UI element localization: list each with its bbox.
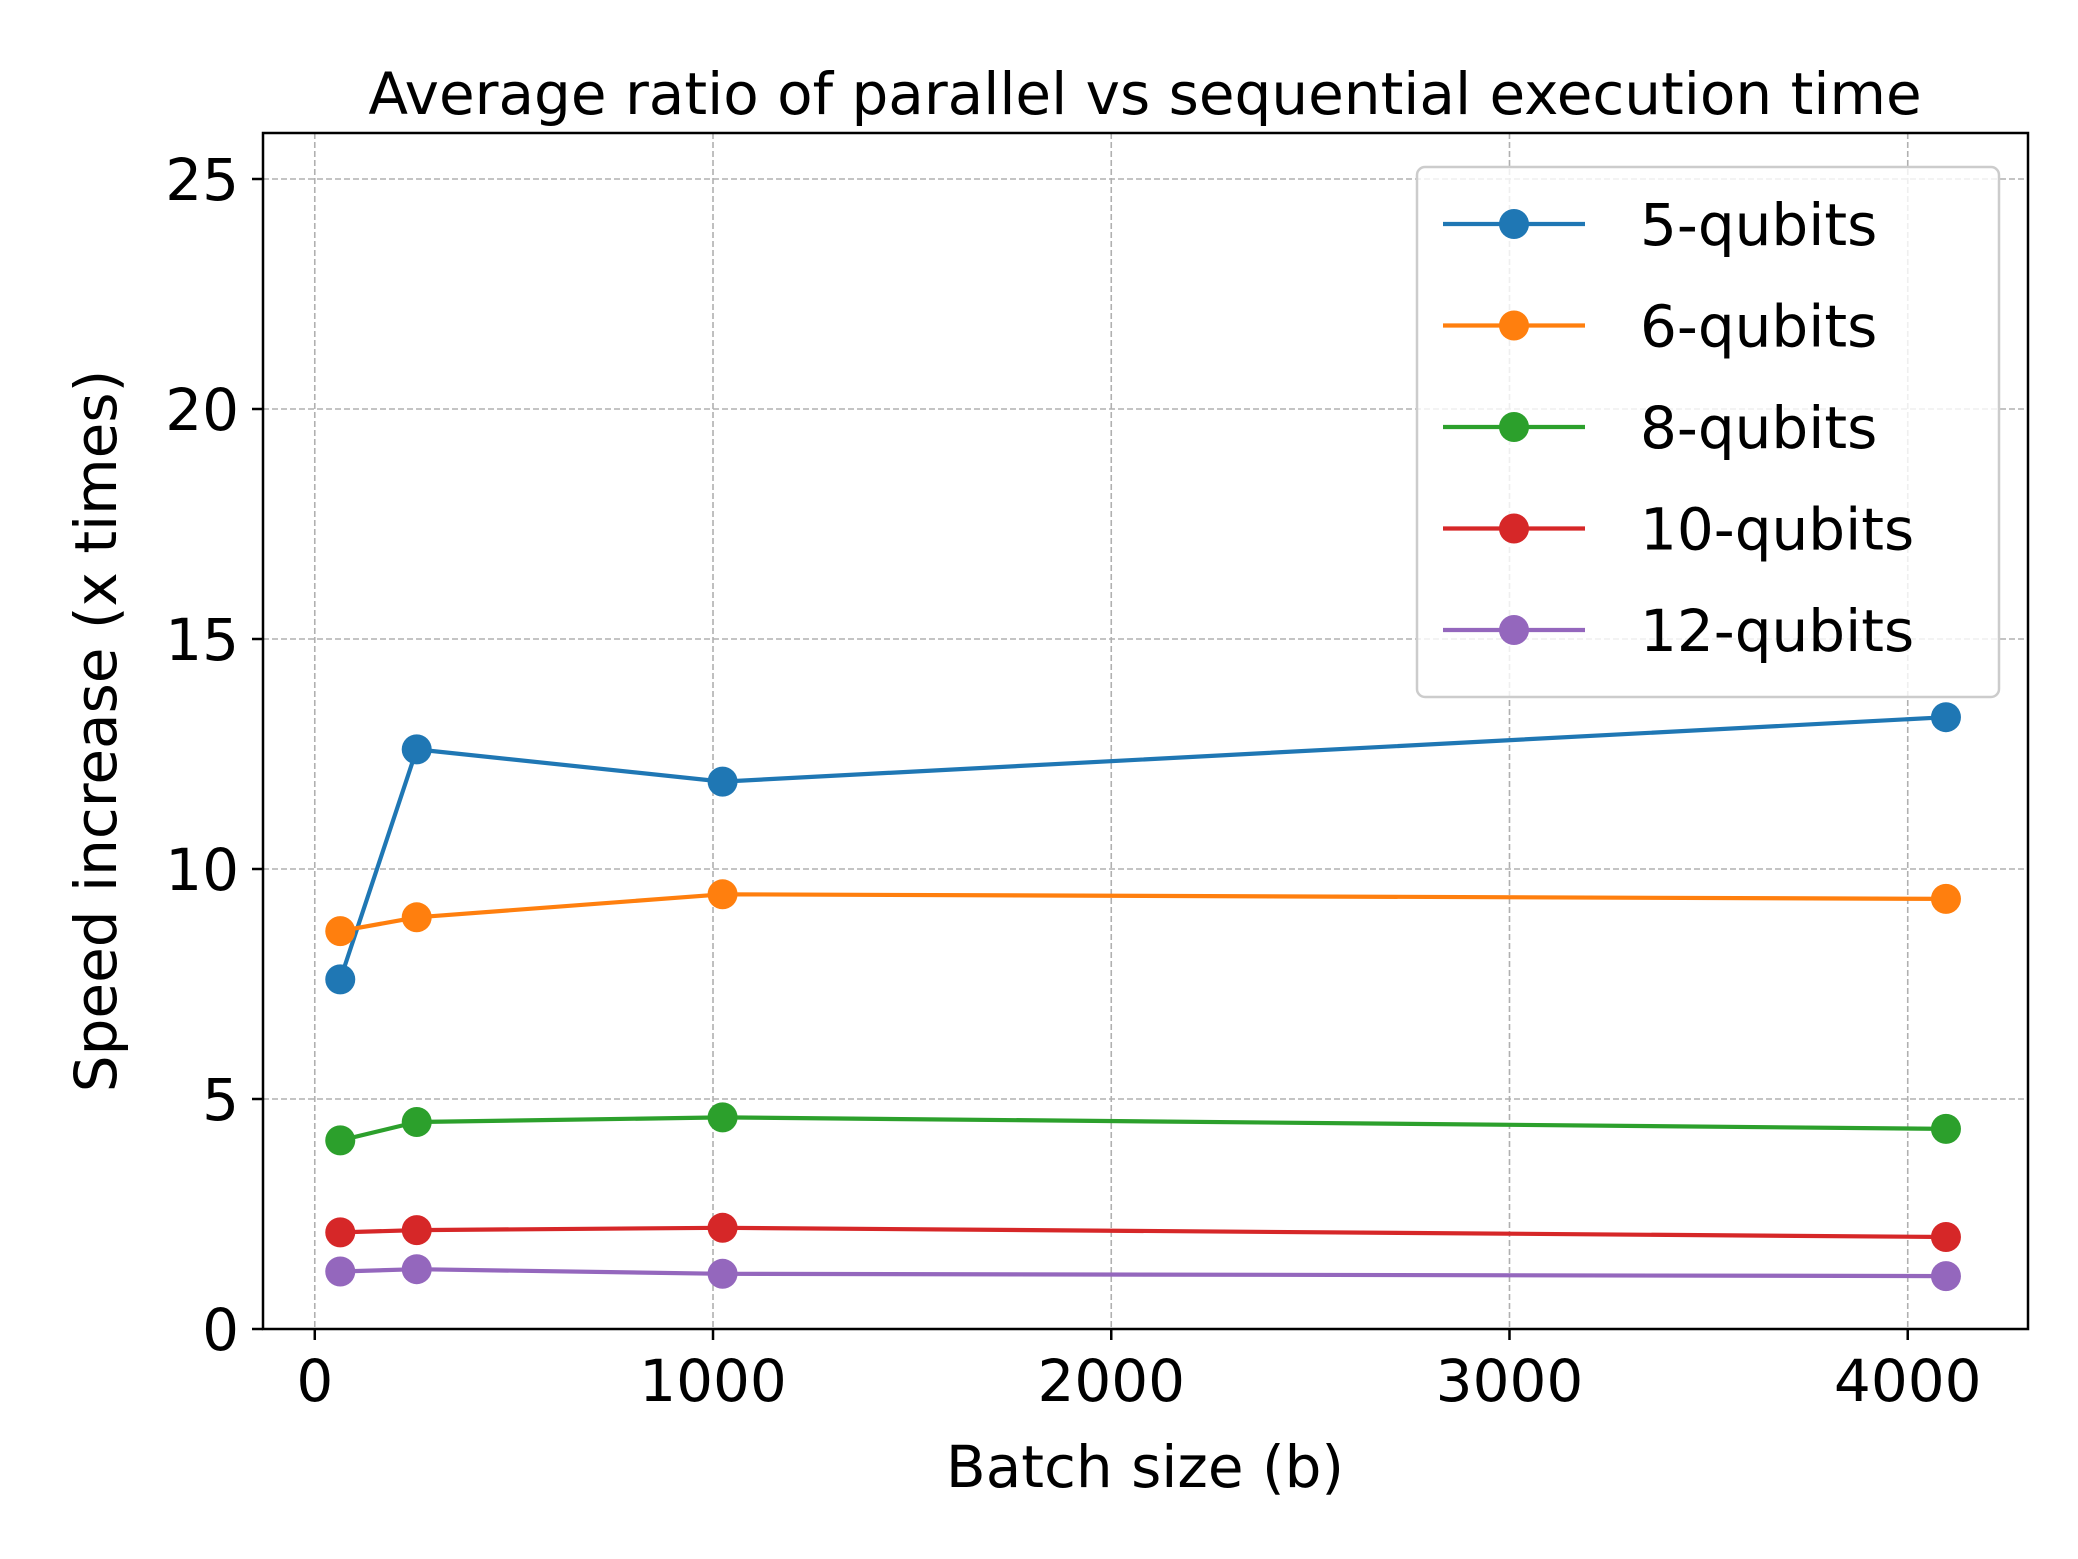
- legend: 5-qubits 6-qubits 8-qubits 10-qubits 12-qubi…: [1415, 165, 2001, 699]
- legend-label: 10-qubits: [1640, 496, 1914, 564]
- legend-entry: 5-qubits: [1443, 191, 1877, 259]
- x-tick-label: 0: [296, 1347, 333, 1415]
- data-point: [1930, 1222, 1961, 1252]
- series-8-qubits: [325, 1102, 1961, 1156]
- legend-marker: [1499, 615, 1529, 645]
- y-tick-label: 0: [202, 1296, 239, 1364]
- data-point: [1930, 883, 1961, 914]
- series-line: [340, 1267, 1947, 1279]
- data-point: [1930, 1261, 1961, 1292]
- x-tick-label: 3000: [1436, 1347, 1584, 1415]
- legend-entry: 12-qubits: [1443, 597, 1914, 665]
- data-point: [325, 1256, 356, 1287]
- y-axis-ticks: 0 5 10 15 20 25: [165, 146, 263, 1364]
- data-point: [1930, 1113, 1961, 1144]
- series-line: [338, 715, 1947, 981]
- legend-label: 8-qubits: [1640, 394, 1877, 462]
- data-point: [401, 1215, 432, 1246]
- x-tick-label: 4000: [1834, 1347, 1982, 1415]
- series-line: [340, 1225, 1947, 1240]
- legend-label: 6-qubits: [1640, 293, 1877, 361]
- y-axis-label: Speed increase (x times): [62, 370, 130, 1092]
- data-point: [401, 1107, 432, 1137]
- data-point: [707, 1102, 738, 1133]
- x-tick-label: 1000: [639, 1347, 787, 1415]
- data-point: [401, 1254, 432, 1285]
- data-point: [401, 902, 432, 933]
- series-layer: [325, 702, 1961, 1292]
- data-point: [707, 1258, 738, 1289]
- y-tick-label: 5: [202, 1066, 239, 1134]
- legend-entry: 8-qubits: [1443, 394, 1877, 462]
- series-12-qubits: [325, 1254, 1961, 1292]
- y-tick-label: 20: [165, 376, 239, 444]
- series-6-qubits: [325, 879, 1961, 947]
- legend-entry: 6-qubits: [1443, 293, 1877, 361]
- legend-label: 12-qubits: [1640, 597, 1914, 665]
- data-point: [401, 734, 432, 765]
- y-tick-label: 10: [165, 836, 239, 904]
- data-point: [707, 879, 738, 910]
- plot-frame: [261, 131, 2030, 1331]
- y-tick-label: 25: [165, 146, 239, 214]
- series-line: [339, 892, 1947, 934]
- data-point: [325, 1125, 356, 1156]
- data-point: [325, 916, 356, 947]
- legend-marker: [1499, 209, 1529, 239]
- y-tick-label: 15: [165, 606, 239, 674]
- legend-label: 5-qubits: [1640, 191, 1877, 259]
- data-point: [325, 1217, 356, 1248]
- legend-entry: 10-qubits: [1443, 496, 1914, 564]
- data-point: [707, 766, 738, 797]
- legend-marker: [1499, 310, 1529, 341]
- series-line: [339, 1115, 1947, 1143]
- data-point: [707, 1212, 738, 1243]
- legend-marker: [1499, 412, 1529, 442]
- x-axis-ticks: 0 1000 2000 3000 4000: [296, 1329, 1982, 1415]
- chart-title: Average ratio of parallel vs sequential …: [368, 60, 1921, 128]
- x-axis-label: Batch size (b): [946, 1433, 1344, 1501]
- legend-box: [1415, 165, 2001, 699]
- data-point: [1930, 702, 1961, 733]
- series-10-qubits: [325, 1212, 1961, 1252]
- data-point: [325, 964, 356, 995]
- legend-marker: [1499, 513, 1529, 544]
- series-5-qubits: [325, 702, 1961, 995]
- x-tick-label: 2000: [1037, 1347, 1185, 1415]
